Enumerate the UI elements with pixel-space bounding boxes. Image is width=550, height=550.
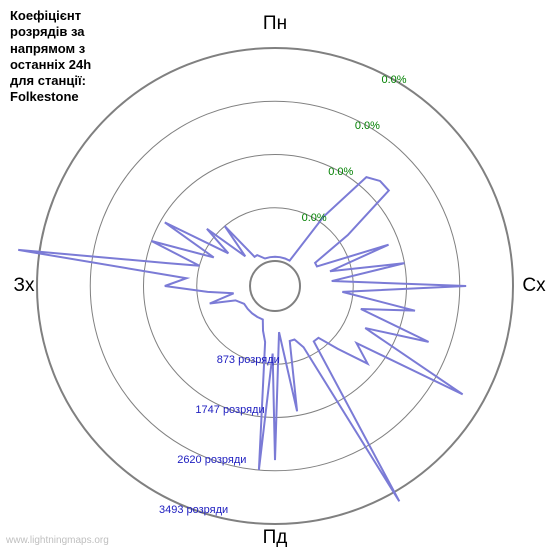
count-ring-label: 1747 розряди — [195, 404, 264, 416]
count-ring-label: 3493 розряди — [159, 504, 228, 516]
count-ring-label: 873 розряди — [217, 354, 280, 366]
pct-ring-label: 0.0% — [328, 166, 353, 178]
pct-ring-label: 0.0% — [381, 74, 406, 86]
chart-title: Коефіцієнт розрядів за напрямом з останн… — [10, 8, 91, 106]
pct-ring-label: 0.0% — [355, 120, 380, 132]
attribution-footer: www.lightningmaps.org — [6, 535, 109, 546]
cardinal-north: Пн — [263, 13, 287, 35]
count-ring-label: 2620 розряди — [177, 454, 246, 466]
cardinal-south: Пд — [263, 527, 288, 549]
cardinal-west: Зх — [14, 275, 35, 297]
cardinal-east: Сх — [522, 275, 545, 297]
pct-ring-label: 0.0% — [302, 212, 327, 224]
polar-chart-container: { "title_lines": ["Коефіцієнт","розрядів… — [0, 0, 550, 550]
